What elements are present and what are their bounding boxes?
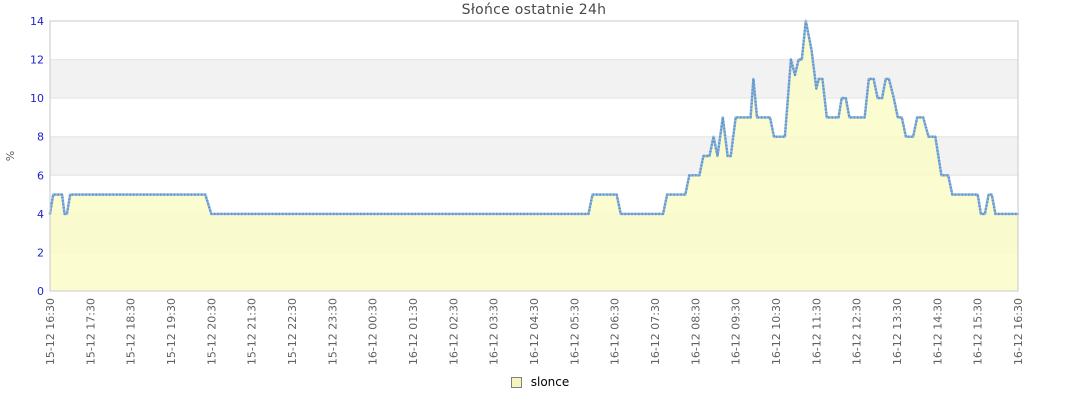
- x-tick-label: 16-12 03:30: [488, 298, 501, 365]
- y-tick-label: 0: [37, 285, 44, 298]
- x-tick-label: 15-12 17:30: [84, 298, 97, 365]
- y-tick-label: 12: [30, 54, 44, 67]
- y-axis-labels: 0 2 4 6 8 10 12 14: [30, 15, 44, 298]
- x-axis-labels: 15-12 16:30 15-12 17:30 15-12 18:30 15-12 1…: [44, 298, 1025, 365]
- x-tick-label: 15-12 19:30: [165, 298, 178, 365]
- x-tick-label: 16-12 06:30: [609, 298, 622, 365]
- y-tick-label: 8: [37, 131, 44, 144]
- x-tick-label: 16-12 04:30: [528, 298, 541, 365]
- x-tick-label: 16-12 10:30: [770, 298, 783, 365]
- legend-label: slonce: [530, 375, 570, 389]
- x-tick-label: 16-12 02:30: [447, 298, 460, 365]
- x-tick-label: 16-12 15:30: [972, 298, 985, 365]
- y-axis-title: %: [4, 151, 17, 161]
- x-tick-label: 15-12 22:30: [286, 298, 299, 365]
- x-tick-label: 16-12 08:30: [689, 298, 702, 365]
- x-tick-label: 16-12 09:30: [730, 298, 743, 365]
- y-tick-label: 4: [37, 208, 44, 221]
- x-tick-label: 16-12 05:30: [568, 298, 581, 365]
- x-tick-label: 16-12 01:30: [407, 298, 420, 365]
- x-tick-label: 16-12 07:30: [649, 298, 662, 365]
- y-tick-label: 10: [30, 92, 44, 105]
- x-tick-label: 16-12 16:30: [1012, 298, 1025, 365]
- series-area-slonce: [50, 21, 1018, 291]
- chart-title: Słońce ostatnie 24h: [461, 2, 607, 18]
- x-tick-label: 16-12 00:30: [367, 298, 380, 365]
- x-tick-label: 15-12 18:30: [125, 298, 138, 365]
- legend: slonce: [0, 375, 1080, 389]
- x-tick-label: 16-12 11:30: [810, 298, 823, 365]
- x-tick-label: 16-12 12:30: [851, 298, 864, 365]
- legend-swatch-icon: [510, 376, 522, 388]
- plot-frame: [49, 20, 1019, 292]
- y-tick-label: 14: [30, 15, 44, 28]
- x-tick-label: 15-12 23:30: [326, 298, 339, 365]
- y-tick-label: 6: [37, 169, 44, 182]
- x-tick-label: 16-12 13:30: [891, 298, 904, 365]
- x-tick-label: 16-12 14:30: [931, 298, 944, 365]
- x-tick-label: 15-12 20:30: [205, 298, 218, 365]
- x-tick-label: 15-12 16:30: [44, 298, 57, 365]
- y-tick-label: 2: [37, 246, 44, 259]
- x-tick-label: 15-12 21:30: [246, 298, 259, 365]
